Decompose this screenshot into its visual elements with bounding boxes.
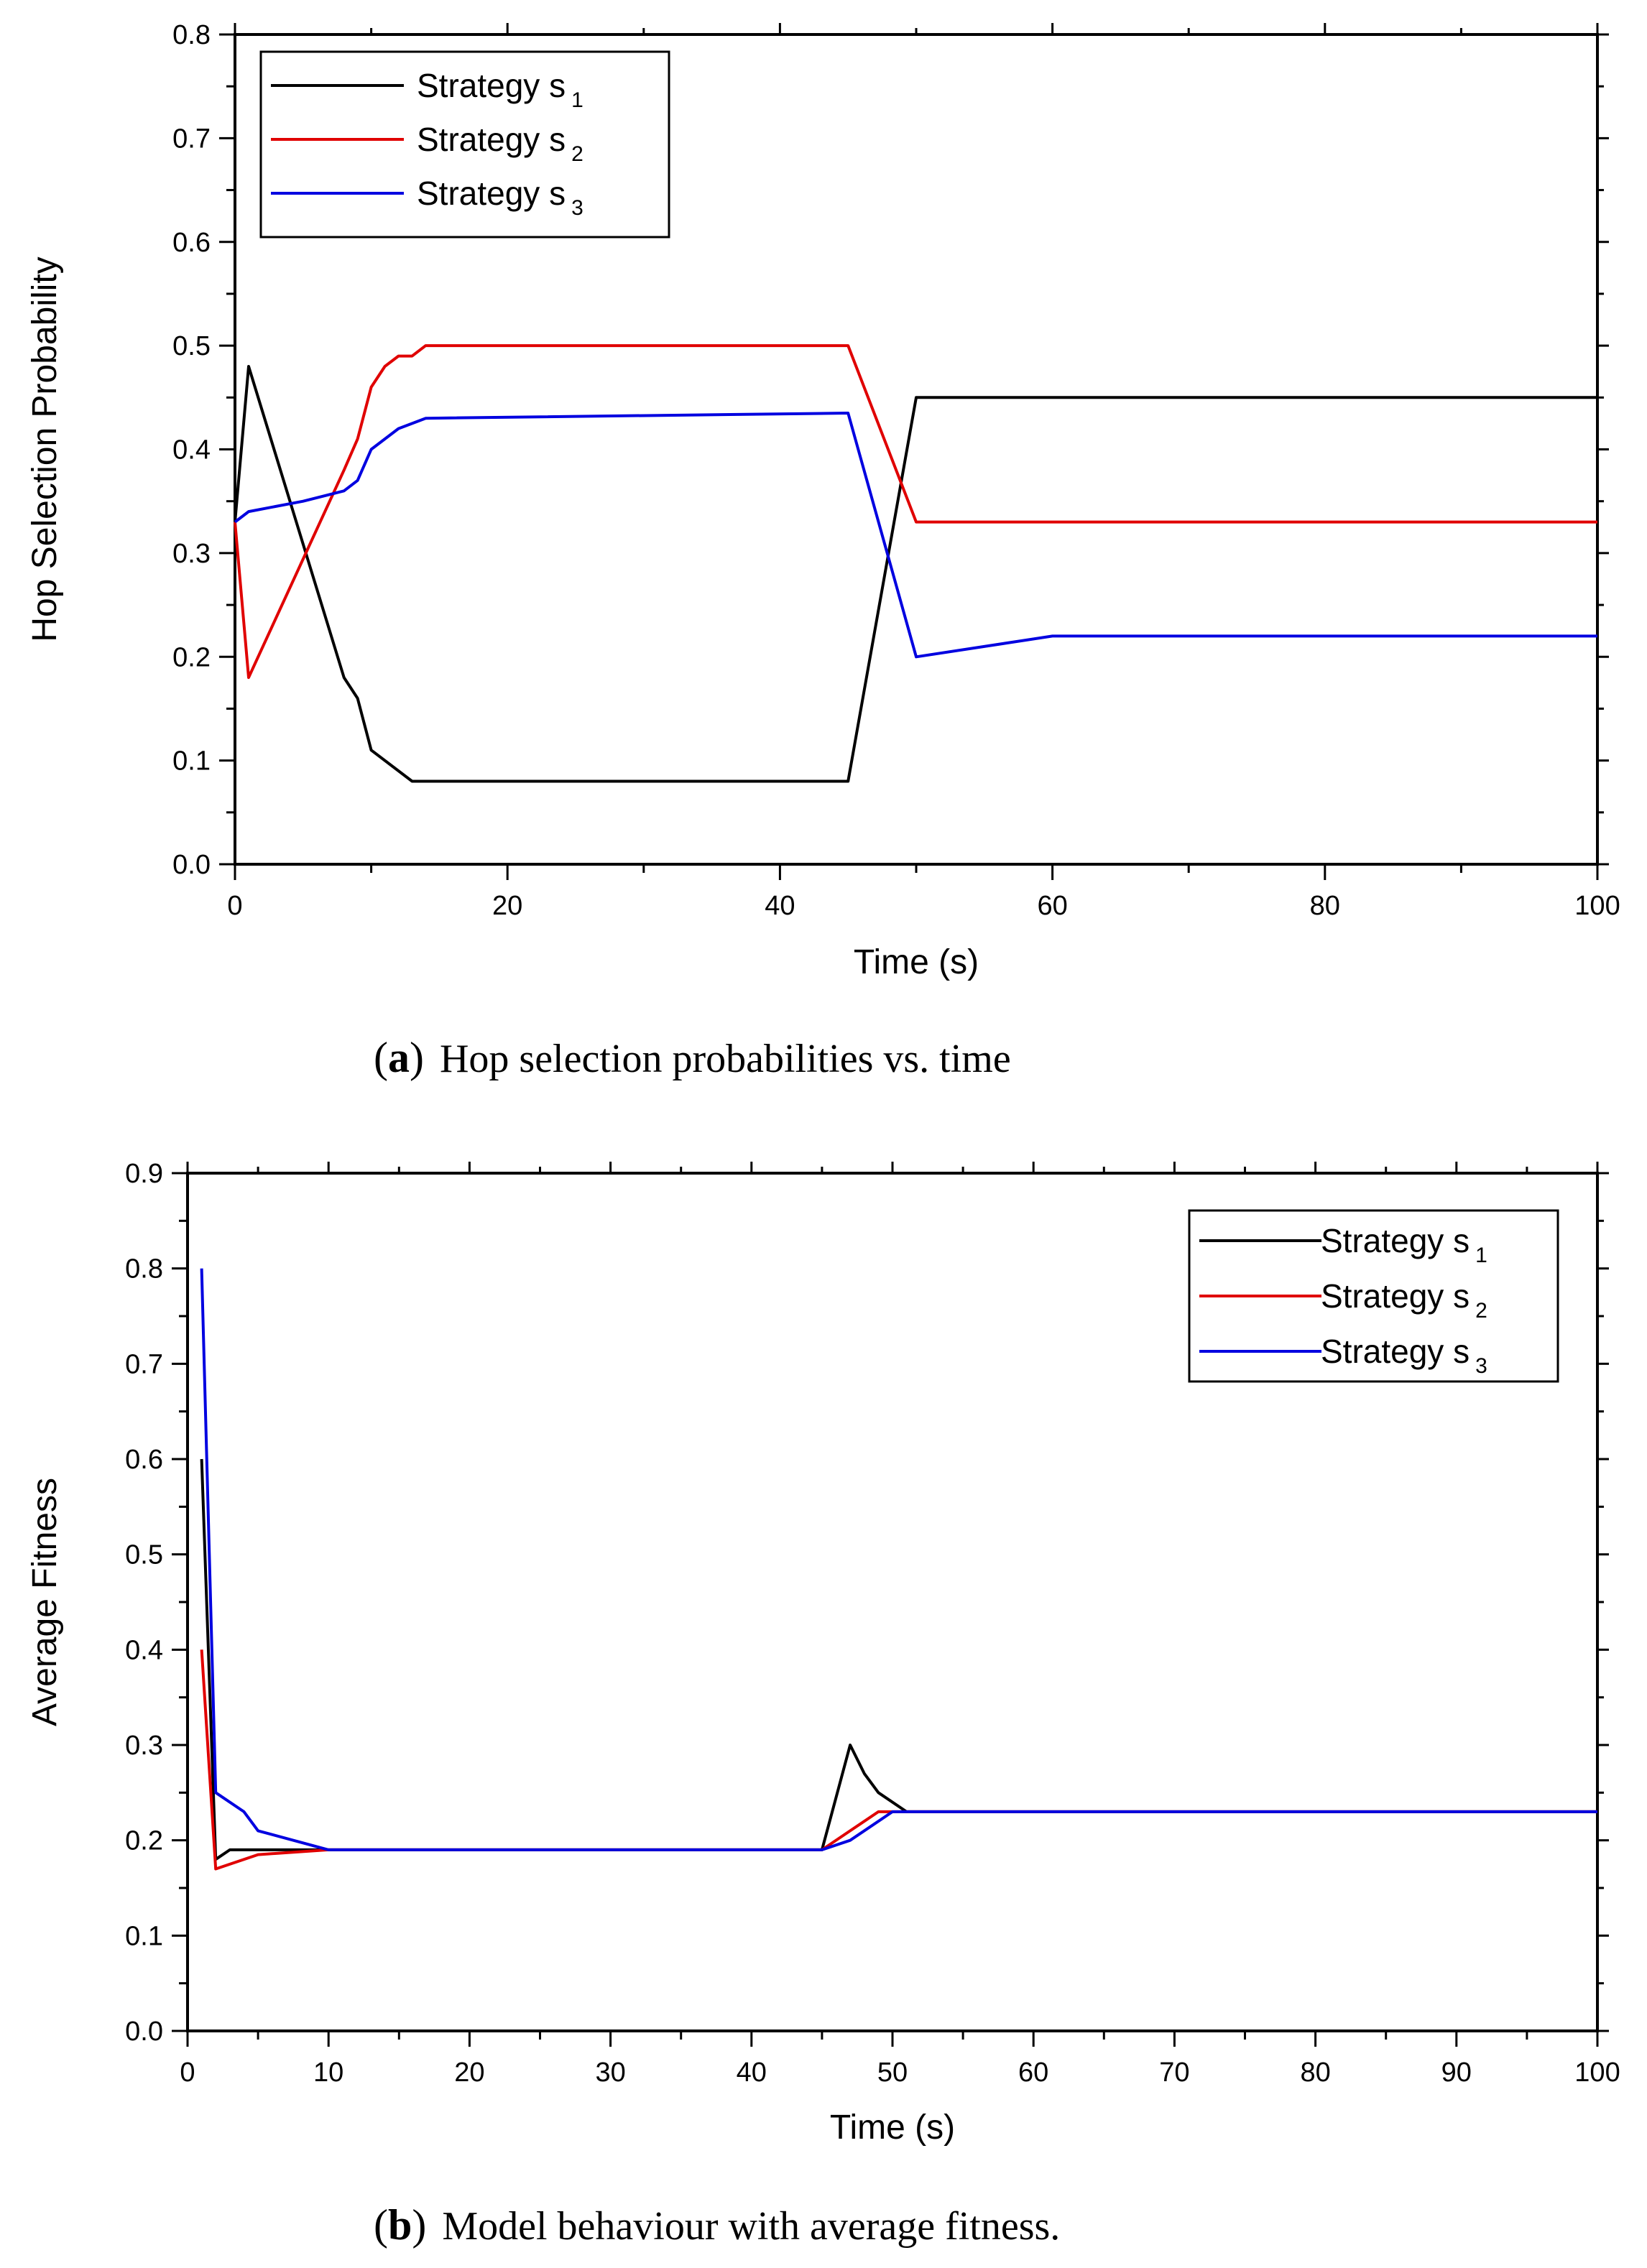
chart-a-xtick-label: 80 — [1310, 891, 1340, 921]
chart-b-xtick-label: 100 — [1574, 2058, 1620, 2088]
chart-b-ytick-label: 0.7 — [125, 1349, 163, 1379]
chart-b-xtick-label: 40 — [737, 2058, 767, 2088]
chart-a-caption-close-paren: ) — [410, 1034, 424, 1081]
chart-a-caption-open-paren: ( — [374, 1034, 388, 1081]
chart-b-series-s1-line — [200, 1458, 1597, 1861]
chart-b-series-s3-line — [200, 1268, 1597, 1851]
chart-b-ytick-label: 0.1 — [125, 1921, 163, 1951]
chart-b-caption-close-paren: ) — [412, 2201, 426, 2249]
chart-b-caption: (b) Model behaviour with average fitness. — [374, 2201, 1060, 2249]
chart-b-caption-open-paren: ( — [374, 2201, 388, 2249]
chart-b-xtick-label: 60 — [1018, 2058, 1048, 2088]
chart-b-ytick-label: 0.2 — [125, 1826, 163, 1856]
chart-b-caption-text: Model behaviour with average fitness. — [442, 2204, 1060, 2249]
chart-a-caption-label: a — [388, 1034, 410, 1081]
chart-a-xtick-label: 20 — [492, 891, 522, 921]
chart-b-xtick-label: 70 — [1159, 2058, 1189, 2088]
chart-a-ytick-label: 0.1 — [172, 746, 211, 777]
chart-a-ytick-label: 0.7 — [172, 124, 211, 154]
chart-b-xtick-label: 20 — [454, 2058, 484, 2088]
chart-a-x-axis-title: Time (s) — [854, 943, 979, 981]
chart-a-xtick-label: 60 — [1037, 891, 1067, 921]
chart-b-y-axis-title: Average Fitness — [26, 1478, 64, 1726]
chart-a-caption-text: Hop selection probabilities vs. time — [440, 1037, 1011, 1081]
chart-b-ytick-label: 0.5 — [125, 1540, 163, 1570]
chart-a-ytick-label: 0.2 — [172, 642, 211, 672]
chart-a-series-s2-line — [234, 344, 1597, 680]
chart-b-xtick-label: 50 — [877, 2058, 908, 2088]
chart-b-ytick-label: 0.8 — [125, 1254, 163, 1285]
chart-b-x-axis-title: Time (s) — [830, 2109, 955, 2147]
chart-a-ytick-label: 0.4 — [172, 435, 211, 466]
chart-b-xtick-label: 0 — [180, 2058, 195, 2088]
chart-b-legend-subscript-s3: 3 — [1475, 1354, 1487, 1378]
chart-b-ytick-label: 0.0 — [125, 2017, 163, 2047]
chart-a-legend-subscript-s1: 1 — [571, 88, 583, 112]
chart-b-xtick-label: 30 — [595, 2058, 625, 2088]
chart-a-legend-subscript-s2: 2 — [571, 142, 583, 166]
chart-b-ytick-label: 0.3 — [125, 1731, 163, 1761]
chart-b-ytick-label: 0.9 — [125, 1159, 163, 1189]
chart-b-caption-label: b — [388, 2201, 412, 2249]
chart-a-series-s3-line — [234, 412, 1597, 659]
chart-a-ytick-label: 0.8 — [172, 20, 211, 50]
chart-a: 0 20 40 60 80 100 0.0 0.1 0.2 0.3 0.4 0.5 0.6 0.7 0.8 T… — [26, 20, 1620, 1081]
chart-b-legend-subscript-s2: 2 — [1475, 1299, 1487, 1323]
chart-b-xtick-label: 90 — [1441, 2058, 1472, 2088]
chart-a-xtick-label: 0 — [227, 891, 242, 921]
chart-b-xtick-label: 80 — [1300, 2058, 1330, 2088]
chart-b: 0 10 20 30 40 50 60 70 80 90 100 0.0 0.1 0.2 0.3 0.4 0.5… — [26, 1159, 1620, 2249]
chart-b-legend-subscript-s1: 1 — [1475, 1244, 1487, 1267]
chart-a-y-axis-title: Hop Selection Probability — [26, 256, 64, 642]
chart-a-series-s1-line — [234, 365, 1597, 783]
chart-b-ytick-label: 0.6 — [125, 1445, 163, 1475]
chart-a-xtick-label: 100 — [1574, 891, 1620, 921]
chart-a-ytick-label: 0.3 — [172, 539, 211, 569]
chart-b-ytick-label: 0.4 — [125, 1635, 163, 1665]
chart-a-caption: (a) Hop selection probabilities vs. time — [374, 1034, 1011, 1081]
chart-a-ytick-label: 0.0 — [172, 850, 211, 880]
chart-b-xtick-label: 10 — [313, 2058, 343, 2088]
chart-b-series-s2-line — [200, 1649, 1597, 1871]
chart-a-legend-subscript-s3: 3 — [571, 196, 583, 220]
chart-a-xtick-label: 40 — [765, 891, 795, 921]
chart-a-ytick-label: 0.5 — [172, 331, 211, 361]
chart-a-ytick-label: 0.6 — [172, 228, 211, 258]
chart-a-legend-box — [259, 50, 670, 239]
